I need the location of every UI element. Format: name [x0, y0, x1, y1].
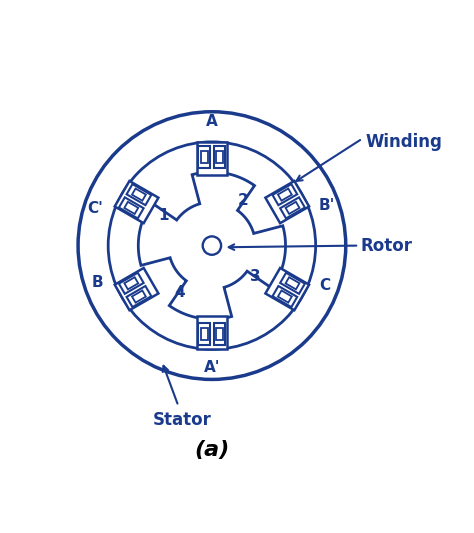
Polygon shape [138, 172, 285, 319]
Polygon shape [273, 184, 297, 205]
Polygon shape [214, 146, 226, 168]
Polygon shape [280, 273, 305, 294]
Text: 3: 3 [250, 269, 261, 284]
Polygon shape [124, 277, 138, 289]
Text: A: A [206, 114, 218, 130]
Polygon shape [285, 202, 300, 214]
Polygon shape [265, 181, 309, 223]
Polygon shape [124, 202, 138, 214]
Polygon shape [278, 189, 292, 200]
Polygon shape [119, 273, 144, 294]
Text: B': B' [319, 198, 335, 213]
Polygon shape [280, 197, 305, 219]
Text: A': A' [204, 360, 220, 375]
Text: C': C' [87, 201, 103, 216]
Polygon shape [285, 277, 300, 289]
Polygon shape [132, 189, 146, 200]
Polygon shape [119, 197, 144, 219]
Polygon shape [197, 316, 227, 349]
Polygon shape [216, 151, 223, 163]
Polygon shape [273, 286, 297, 307]
Text: 2: 2 [238, 193, 249, 208]
Polygon shape [197, 142, 227, 175]
Polygon shape [132, 290, 146, 303]
Polygon shape [115, 268, 158, 310]
Polygon shape [115, 181, 158, 223]
Polygon shape [201, 328, 208, 340]
Text: 4: 4 [174, 285, 184, 300]
Text: Winding: Winding [366, 133, 443, 151]
Polygon shape [265, 268, 309, 310]
Text: C: C [319, 278, 330, 293]
Polygon shape [198, 146, 210, 168]
Polygon shape [127, 286, 151, 307]
Polygon shape [198, 324, 210, 345]
Text: B: B [91, 275, 103, 290]
Polygon shape [127, 184, 151, 205]
Circle shape [78, 112, 346, 379]
Polygon shape [216, 328, 223, 340]
Circle shape [203, 237, 221, 255]
Polygon shape [201, 151, 208, 163]
Circle shape [108, 142, 316, 349]
Text: 1: 1 [158, 208, 169, 223]
Text: (a): (a) [194, 440, 229, 459]
Text: Rotor: Rotor [361, 237, 413, 255]
Polygon shape [278, 290, 292, 303]
Polygon shape [214, 324, 226, 345]
Text: Stator: Stator [152, 410, 211, 429]
